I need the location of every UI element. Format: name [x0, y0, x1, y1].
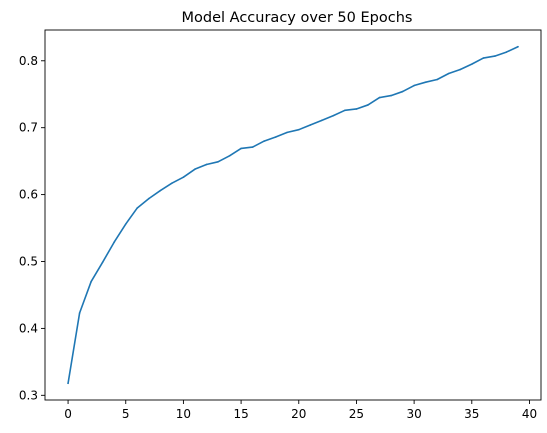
data-point [297, 128, 300, 131]
x-tick-label: 35 [464, 407, 479, 421]
data-point [101, 261, 104, 263]
data-point [436, 78, 438, 81]
data-point [67, 382, 69, 385]
data-point [251, 146, 254, 148]
data-point [159, 189, 162, 192]
y-tick-label: 0.7 [19, 121, 38, 135]
data-point [470, 63, 473, 65]
data-point [148, 197, 150, 200]
data-point [124, 223, 127, 225]
data-point [321, 119, 323, 122]
x-axis: 0 5 10 15 20 25 30 35 40 [64, 400, 537, 421]
x-tick-label: 40 [522, 407, 537, 421]
y-tick-label: 0.3 [19, 388, 38, 402]
data-point [309, 124, 312, 126]
data-point [505, 51, 508, 53]
y-tick-label: 0.6 [19, 188, 38, 202]
data-point [217, 161, 219, 163]
x-tick-label: 20 [291, 407, 306, 421]
data-point [355, 108, 358, 110]
chart-title: Model Accuracy over 50 Epochs [182, 10, 413, 26]
data-point [494, 55, 496, 57]
data-point [459, 68, 462, 71]
data-point [274, 136, 277, 138]
data-point [136, 207, 139, 209]
data-point [390, 94, 392, 97]
data-point [378, 96, 381, 99]
data-point [240, 147, 242, 150]
data-point [228, 154, 231, 157]
data-point [182, 176, 185, 178]
data-point [482, 57, 485, 59]
data-point [194, 168, 196, 170]
x-tick-label: 15 [233, 407, 248, 421]
accuracy-series-line [67, 45, 519, 385]
data-point [263, 140, 265, 142]
data-point [424, 81, 427, 83]
data-point [401, 90, 404, 93]
x-tick-label: 10 [176, 407, 191, 421]
data-point [78, 312, 81, 314]
y-tick-label: 0.8 [19, 54, 38, 68]
data-point [367, 104, 369, 106]
y-axis: 0.3 0.4 0.5 0.6 0.7 0.8 [19, 54, 45, 402]
y-tick-label: 0.4 [19, 321, 38, 335]
data-point [90, 280, 92, 283]
plot-area-frame [44, 29, 542, 401]
x-tick-label: 25 [349, 407, 364, 421]
x-tick-label: 30 [406, 407, 421, 421]
data-point [447, 72, 450, 75]
data-point [286, 131, 289, 134]
data-point [171, 182, 173, 185]
data-point [517, 45, 519, 48]
y-tick-label: 0.5 [19, 255, 38, 269]
data-point [344, 109, 346, 112]
data-point [332, 114, 335, 117]
data-point [113, 241, 116, 243]
x-tick-label: 0 [64, 407, 72, 421]
data-point [205, 163, 208, 166]
data-point [413, 84, 415, 87]
data-points [67, 45, 519, 385]
x-tick-label: 5 [122, 407, 130, 421]
